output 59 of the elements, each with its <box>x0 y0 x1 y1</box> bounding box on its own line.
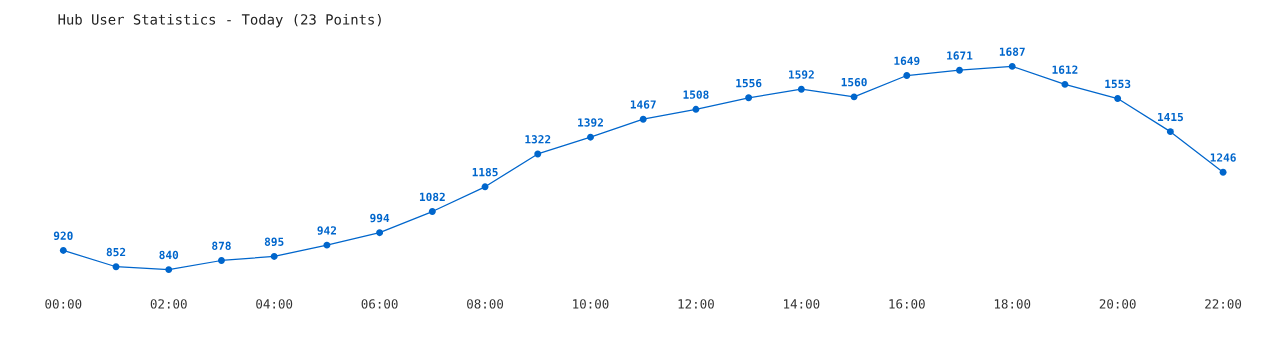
point <box>1166 128 1174 136</box>
point <box>112 263 120 271</box>
data-label: 895 <box>264 237 284 246</box>
point <box>692 105 700 113</box>
data-label: 1553 <box>1105 79 1131 89</box>
data-label: 1392 <box>578 118 603 127</box>
data-label: 1322 <box>525 135 551 144</box>
point <box>797 85 805 93</box>
x-tick-label: 08:00 <box>467 299 504 309</box>
point <box>1061 80 1069 88</box>
x-tick-label: 14:00 <box>784 299 820 309</box>
x-tick-label: 04:00 <box>256 299 293 309</box>
point <box>903 72 911 79</box>
data-label: 1415 <box>1158 112 1183 122</box>
point <box>323 241 331 249</box>
point <box>639 115 647 123</box>
chart-title: Hub User Statistics - Today (23 Points) <box>58 13 381 28</box>
point <box>165 266 173 274</box>
point <box>956 66 963 74</box>
data-label: 1592 <box>788 70 814 79</box>
data-label: 878 <box>212 241 231 251</box>
x-tick-label: 16:00 <box>889 299 925 309</box>
point <box>745 94 753 102</box>
x-tick-label: 02:00 <box>150 299 187 309</box>
x-tick-label: 10:00 <box>573 299 609 309</box>
data-label: 852 <box>106 247 126 257</box>
data-label: 1612 <box>1052 65 1078 74</box>
data-label: 840 <box>159 250 179 260</box>
point <box>428 208 436 216</box>
data-label: 1246 <box>1210 153 1236 162</box>
point <box>1008 62 1016 70</box>
data-label: 1671 <box>947 51 973 60</box>
data-label: 994 <box>370 213 390 223</box>
data-label: 1649 <box>894 56 920 66</box>
x-tick-label: 22:00 <box>1205 299 1242 309</box>
data-label: 942 <box>317 226 337 235</box>
data-label: 1082 <box>419 192 445 202</box>
point <box>1114 95 1122 103</box>
data-label: 1560 <box>841 77 867 87</box>
point <box>1219 168 1227 176</box>
data-label: 1556 <box>736 78 762 88</box>
point <box>587 133 594 141</box>
point <box>59 246 67 254</box>
data-label: 1185 <box>472 167 498 177</box>
point <box>376 229 384 237</box>
x-tick-label: 06:00 <box>361 299 398 309</box>
point <box>270 252 278 260</box>
x-tick-label: 12:00 <box>678 299 714 309</box>
point <box>217 257 225 264</box>
data-label: 1467 <box>630 100 656 109</box>
point <box>481 183 489 191</box>
data-label: 920 <box>53 231 73 240</box>
data-label: 1687 <box>999 47 1025 56</box>
point <box>534 150 542 158</box>
point <box>850 93 858 101</box>
x-tick-label: 20:00 <box>1099 299 1136 309</box>
x-tick-label: 00:00 <box>45 299 82 309</box>
data-label: 1508 <box>683 90 709 99</box>
x-tick-label: 18:00 <box>994 299 1031 309</box>
